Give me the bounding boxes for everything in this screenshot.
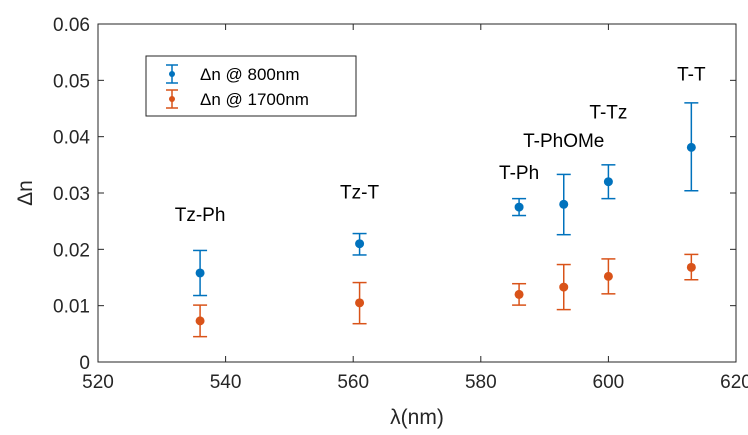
legend-entry: Δn @ 1700nm xyxy=(166,89,309,109)
x-tick-label: 580 xyxy=(465,372,497,393)
data-point xyxy=(559,199,569,209)
data-point xyxy=(514,289,524,299)
x-axis-label: λ(nm) xyxy=(390,406,444,429)
annotations: Tz-Ph Tz-T T-Ph T-PhOMe T-Tz T-T xyxy=(175,64,706,226)
y-tick-label: 0 xyxy=(79,353,90,374)
y-tick-label: 0.05 xyxy=(53,71,90,92)
y-axis-label: Δn xyxy=(14,180,37,206)
legend-marker-dot xyxy=(169,71,175,77)
x-tick-label: 600 xyxy=(593,372,625,393)
data-point xyxy=(355,239,365,249)
x-axis: 520 540 560 580 600 620 xyxy=(82,24,748,393)
y-tick-label: 0.03 xyxy=(53,184,90,205)
data-point xyxy=(195,316,205,326)
annotation-label: T-T xyxy=(677,64,706,85)
legend-entry: Δn @ 800nm xyxy=(166,64,300,84)
legend-marker-dot xyxy=(169,96,175,102)
annotation-label: T-PhOMe xyxy=(523,131,604,152)
legend-box xyxy=(145,55,357,117)
y-tick-label: 0.06 xyxy=(53,15,90,36)
annotation-label: T-Ph xyxy=(499,163,539,184)
data-point xyxy=(195,268,205,278)
data-point xyxy=(603,271,613,281)
data-point xyxy=(686,142,696,152)
y-axis: 0 0.01 0.02 0.03 0.04 0.05 0.06 xyxy=(53,15,736,374)
series-1700nm xyxy=(193,253,699,338)
annotation-label: T-Tz xyxy=(589,103,627,124)
x-tick-label: 560 xyxy=(337,372,369,393)
series-layer xyxy=(193,102,699,338)
y-tick-label: 0.01 xyxy=(53,297,90,318)
x-tick-label: 520 xyxy=(82,372,114,393)
legend-label: Δn @ 1700nm xyxy=(200,90,309,109)
x-tick-label: 620 xyxy=(720,372,748,393)
annotation-label: Tz-T xyxy=(340,183,379,204)
legend-label: Δn @ 800nm xyxy=(200,65,300,84)
y-tick-label: 0.04 xyxy=(53,128,90,149)
data-point xyxy=(559,282,569,292)
data-point xyxy=(603,177,613,187)
data-point xyxy=(686,262,696,272)
legend: Δn @ 800nm Δn @ 1700nm xyxy=(145,55,357,117)
y-tick-label: 0.02 xyxy=(53,240,90,261)
x-tick-label: 540 xyxy=(210,372,242,393)
series-800nm xyxy=(193,102,699,297)
data-point xyxy=(514,202,524,212)
annotation-label: Tz-Ph xyxy=(175,205,226,226)
data-point xyxy=(355,298,365,308)
